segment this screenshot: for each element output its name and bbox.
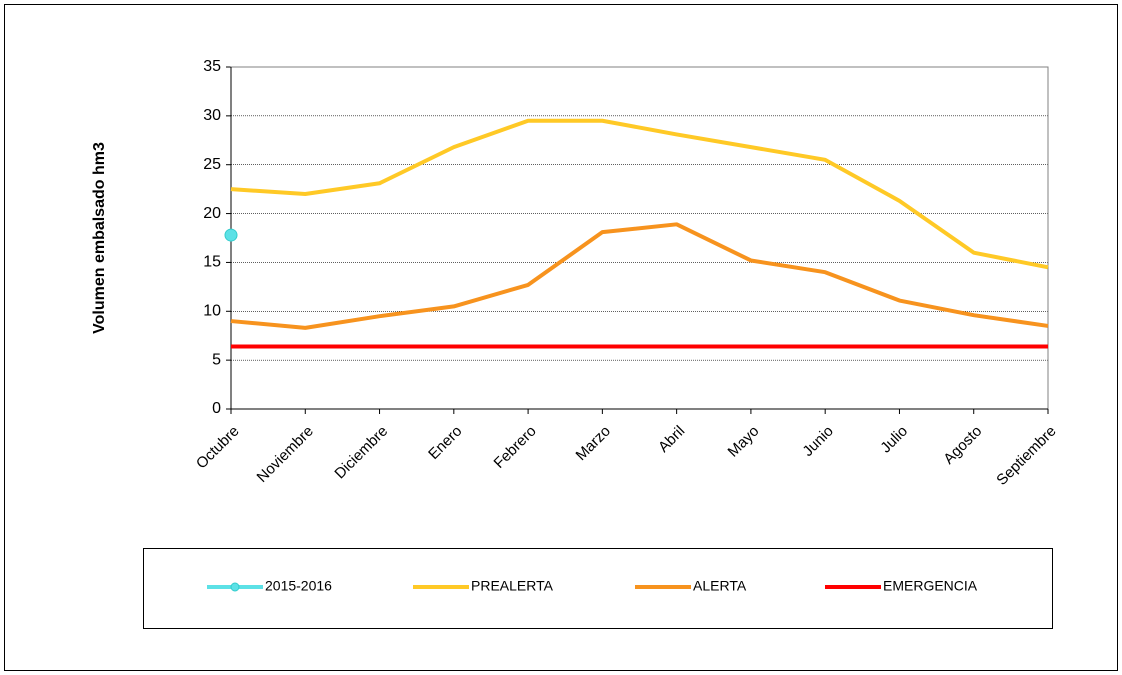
x-tick-label: Marzo bbox=[573, 423, 614, 464]
x-tick-label: Julio bbox=[877, 423, 911, 457]
y-tick-label: 15 bbox=[203, 254, 221, 271]
y-tick-label: 20 bbox=[203, 205, 221, 222]
legend-label: PREALERTA bbox=[471, 578, 554, 594]
x-tick-label: Enero bbox=[425, 423, 465, 463]
legend-label: ALERTA bbox=[693, 578, 747, 594]
legend-label: EMERGENCIA bbox=[883, 578, 978, 594]
y-tick-label: 35 bbox=[203, 58, 221, 75]
legend-box bbox=[143, 548, 1053, 629]
x-tick-label: Junio bbox=[799, 423, 836, 460]
x-tick-label: Mayo bbox=[725, 423, 763, 461]
x-tick-label: Diciembre bbox=[331, 423, 391, 483]
x-tick-label: Octubre bbox=[193, 423, 243, 473]
x-tick-label: Abril bbox=[655, 423, 688, 456]
x-tick-label: Septiembre bbox=[993, 423, 1059, 489]
y-tick-label: 5 bbox=[212, 351, 221, 368]
series-line bbox=[230, 118, 1049, 270]
x-tick-label: Agosto bbox=[940, 423, 985, 468]
x-tick-label: Febrero bbox=[491, 423, 540, 472]
series-line bbox=[230, 222, 1049, 330]
y-tick-label: 30 bbox=[203, 107, 221, 124]
plot-area bbox=[230, 66, 1049, 410]
legend-label: 2015-2016 bbox=[265, 578, 332, 594]
x-tick-label: Noviembre bbox=[254, 423, 317, 486]
y-tick-label: 25 bbox=[203, 156, 221, 173]
series-marker bbox=[224, 228, 238, 242]
y-tick-label: 10 bbox=[203, 303, 221, 320]
chart-border bbox=[4, 4, 1118, 671]
y-axis-label: Volumen embalsado hm3 bbox=[91, 142, 108, 334]
y-tick-label: 0 bbox=[212, 400, 221, 417]
legend-marker bbox=[230, 582, 240, 592]
